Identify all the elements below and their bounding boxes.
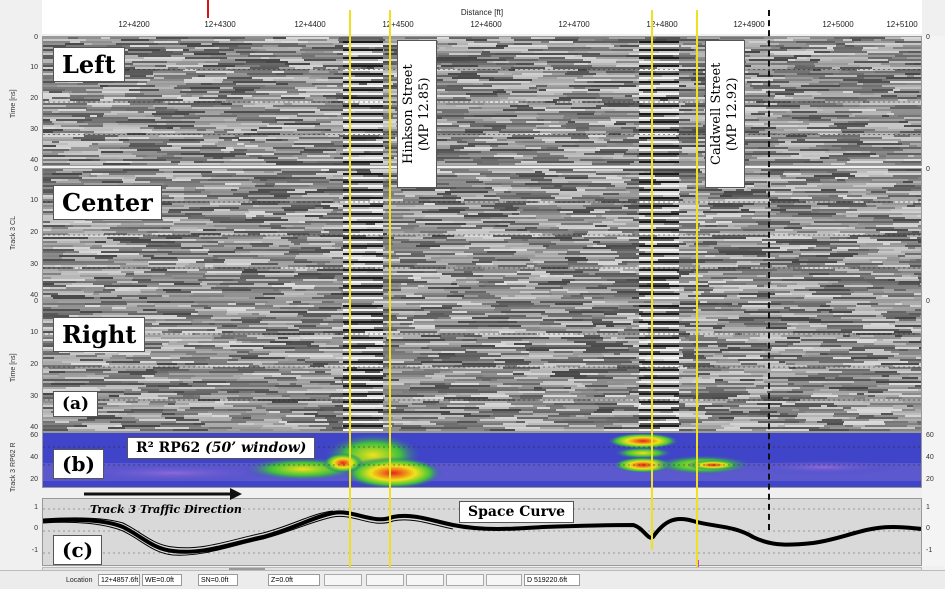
x-tick: 12+4400 <box>294 20 325 29</box>
y-tick: 20 <box>24 95 38 102</box>
traffic-direction-arrow-icon <box>80 486 250 502</box>
d-value: D 519220.6ft <box>524 574 580 586</box>
landmark-line <box>389 10 391 570</box>
right-y-tick: 0 <box>926 298 930 305</box>
y-tick: 40 <box>24 454 38 461</box>
x-tick: 12+4900 <box>733 20 764 29</box>
status-field <box>486 574 522 586</box>
y-axis-label: Track 3 RP62 R <box>10 442 17 492</box>
caldwell-street-label: Caldwell Street (MP 12.92) <box>705 40 745 188</box>
dashed-marker <box>768 10 770 530</box>
x-tick: 12+4700 <box>558 20 589 29</box>
x-tick: 12+4200 <box>118 20 149 29</box>
y-tick: 40 <box>24 157 38 164</box>
right-y-tick: 0 <box>926 34 930 41</box>
radargram-texture <box>43 37 922 166</box>
y-tick: 40 <box>24 424 38 431</box>
y-tick: 30 <box>24 393 38 400</box>
panel-label-center: Center <box>53 185 162 220</box>
right-y-tick: 40 <box>926 454 934 461</box>
right-y-tick: 0 <box>926 166 930 173</box>
status-field <box>406 574 444 586</box>
y-tick: -1 <box>24 547 38 554</box>
heatmap-title: R² RP62 (50’ window) <box>127 437 315 459</box>
annotation-line: Caldwell Street <box>709 63 724 165</box>
y-tick: 1 <box>24 504 38 511</box>
y-tick: 10 <box>24 329 38 336</box>
gpr-panel-center[interactable]: Center <box>42 168 922 300</box>
y-tick: 20 <box>24 361 38 368</box>
radargram-texture <box>43 169 922 300</box>
right-y-tick: 20 <box>926 476 934 483</box>
x-tick: 12+4300 <box>204 20 235 29</box>
y-tick: 60 <box>24 432 38 439</box>
landmark-line <box>651 10 653 550</box>
z-value: Z=0.0ft <box>268 574 320 586</box>
landmark-line <box>349 10 351 570</box>
x-tick: 12+4500 <box>382 20 413 29</box>
status-field <box>446 574 484 586</box>
status-field <box>366 574 404 586</box>
y-tick: 20 <box>24 229 38 236</box>
we-value: WE=0.0ft <box>142 574 182 586</box>
heatmap-panel[interactable]: (b) R² RP62 (50’ window) <box>42 432 922 488</box>
right-y-tick: 1 <box>926 504 930 511</box>
y-tick: 10 <box>24 64 38 71</box>
y-tick: 0 <box>24 34 38 41</box>
panel-label-left: Left <box>53 47 125 82</box>
location-value: 12+4857.6ft <box>98 574 140 586</box>
distance-axis-title: Distance [ft] <box>42 8 922 17</box>
panel-label-c: (c) <box>53 535 102 565</box>
x-tick: 12+5000 <box>822 20 853 29</box>
hinkson-street-label: Hinkson Street (MP 12.85) <box>397 40 437 188</box>
y-axis-label: Time [ns] <box>10 89 17 118</box>
annotation-line: (MP 12.92) <box>725 77 740 151</box>
position-cursor[interactable] <box>207 0 209 18</box>
annotation-line: Hinkson Street <box>401 64 416 164</box>
annotation-line: (MP 12.85) <box>417 77 432 151</box>
right-y-tick: 0 <box>926 525 930 532</box>
status-field <box>324 574 362 586</box>
space-curve-title: Space Curve <box>459 501 574 523</box>
y-axis-label: Time [ns] <box>10 353 17 382</box>
y-tick: 0 <box>24 298 38 305</box>
y-tick: 10 <box>24 197 38 204</box>
gpr-panel-left[interactable]: Left <box>42 36 922 166</box>
panel-label-right: Right <box>53 317 145 352</box>
heatmap-title-main: R² RP62 <box>136 440 200 456</box>
panel-label-a: (a) <box>53 391 98 417</box>
right-y-tick: 60 <box>926 432 934 439</box>
y-tick: 30 <box>24 261 38 268</box>
heatmap-title-note: (50’ window) <box>205 440 306 456</box>
sn-value: SN=0.0ft <box>198 574 238 586</box>
gpr-panel-right[interactable]: Right (a) <box>42 300 922 432</box>
panel-label-b: (b) <box>53 449 104 479</box>
x-tick: 12+4600 <box>470 20 501 29</box>
y-tick: 0 <box>24 525 38 532</box>
y-axis-label: Track 3 CL <box>10 216 17 250</box>
location-label: Location <box>66 575 92 586</box>
y-tick: 20 <box>24 476 38 483</box>
x-tick: 12+5100 <box>886 20 917 29</box>
traffic-direction-label: Track 3 Traffic Direction <box>90 503 242 516</box>
y-tick: 0 <box>24 166 38 173</box>
distance-axis: Distance [ft] 12+4200 12+4300 12+4400 12… <box>42 0 922 34</box>
radargram-texture <box>43 301 922 432</box>
y-tick: 30 <box>24 126 38 133</box>
landmark-line <box>696 10 698 570</box>
right-y-tick: -1 <box>926 547 932 554</box>
